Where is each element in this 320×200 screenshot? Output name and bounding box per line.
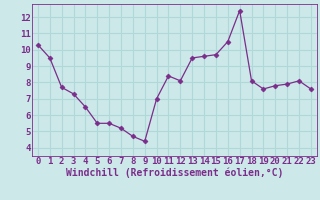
- X-axis label: Windchill (Refroidissement éolien,°C): Windchill (Refroidissement éolien,°C): [66, 168, 283, 178]
